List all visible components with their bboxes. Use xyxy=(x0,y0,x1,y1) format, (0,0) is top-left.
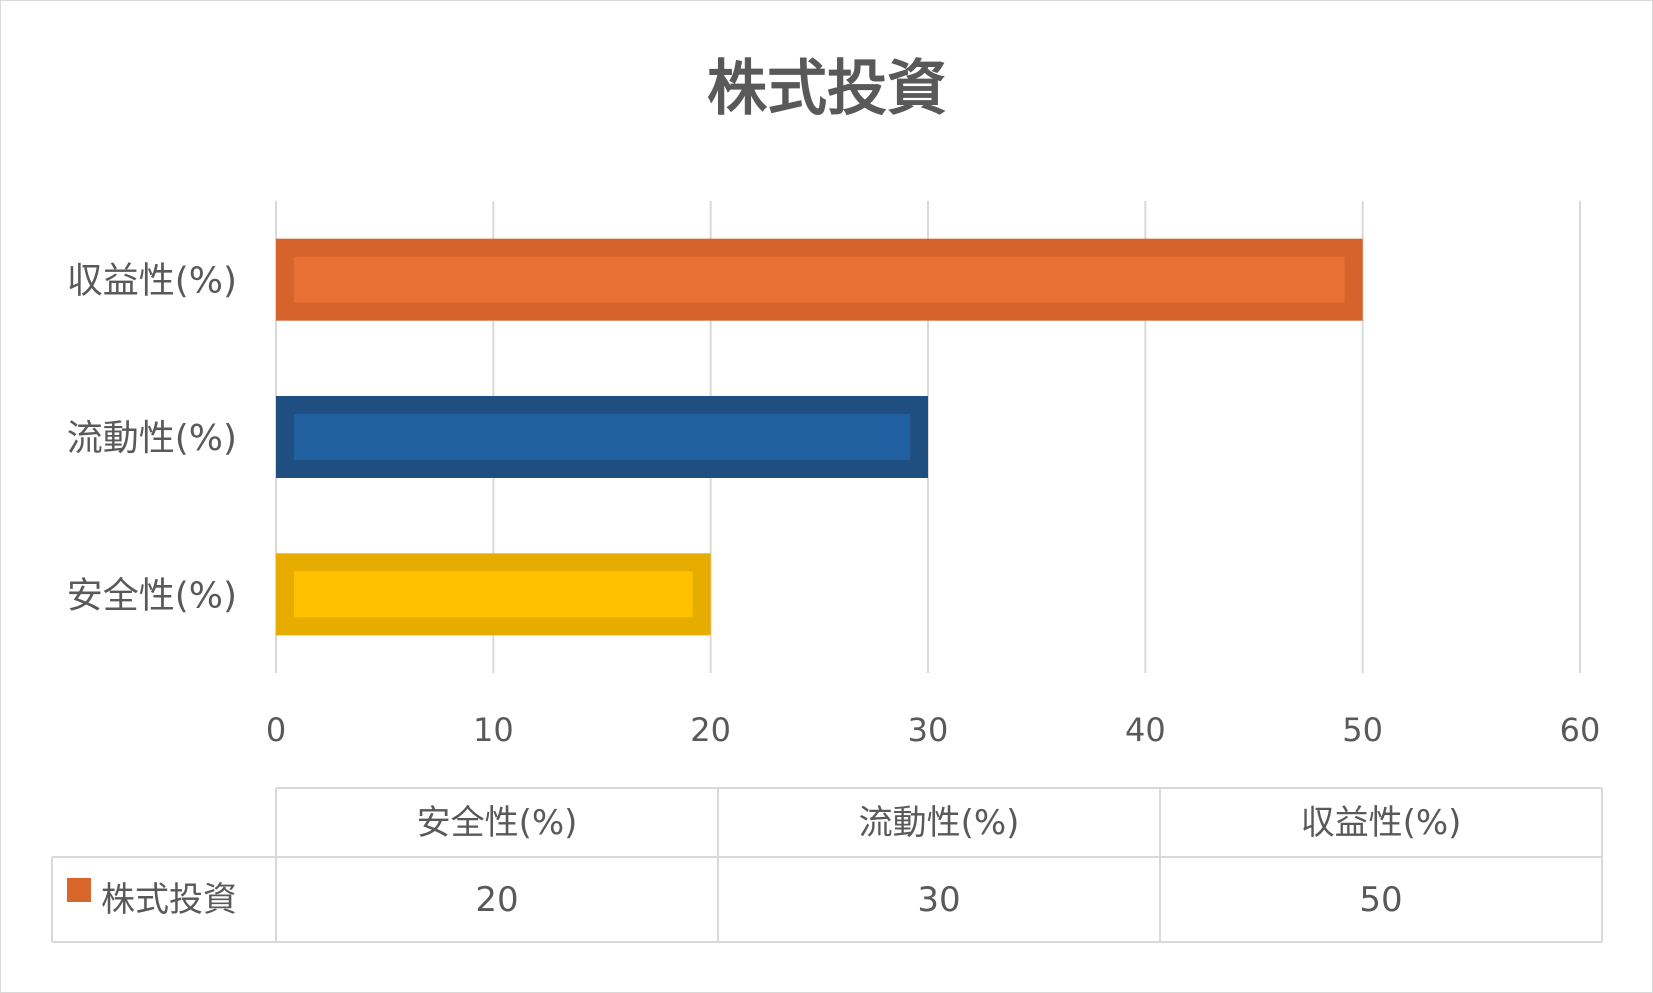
x-tick-label: 60 xyxy=(1560,711,1601,749)
category-label: 収益性(%) xyxy=(67,261,237,302)
data-table: 安全性(%) 流動性(%) 収益性(%) 株式投資 20 30 50 xyxy=(51,787,1603,943)
x-tick-label: 0 xyxy=(266,711,286,749)
bar-fill xyxy=(294,256,1345,303)
legend-key xyxy=(67,878,91,902)
category-labels: 安全性(%) 流動性(%) 収益性(%) xyxy=(67,261,237,617)
x-axis-ticks: 0 10 20 30 40 50 60 xyxy=(266,711,1601,749)
table-header-cell: 安全性(%) xyxy=(417,803,578,843)
x-tick-label: 30 xyxy=(908,711,949,749)
table-header-cell: 流動性(%) xyxy=(859,803,1020,843)
x-tick-label: 40 xyxy=(1125,711,1166,749)
category-label: 安全性(%) xyxy=(67,575,237,616)
x-tick-label: 20 xyxy=(690,711,731,749)
chart-title: 株式投資 xyxy=(707,54,947,124)
table-value-cell: 30 xyxy=(917,880,960,920)
table-value-cell: 50 xyxy=(1359,880,1402,920)
table-value-cell: 20 xyxy=(475,880,518,920)
table-header-cell: 収益性(%) xyxy=(1301,803,1462,843)
bar-fill xyxy=(294,571,693,618)
x-tick-label: 50 xyxy=(1342,711,1383,749)
bars xyxy=(276,238,1363,636)
table-row-label: 株式投資 xyxy=(101,880,237,920)
category-label: 流動性(%) xyxy=(67,418,237,459)
x-tick-label: 10 xyxy=(473,711,514,749)
bar-fill xyxy=(294,414,910,460)
